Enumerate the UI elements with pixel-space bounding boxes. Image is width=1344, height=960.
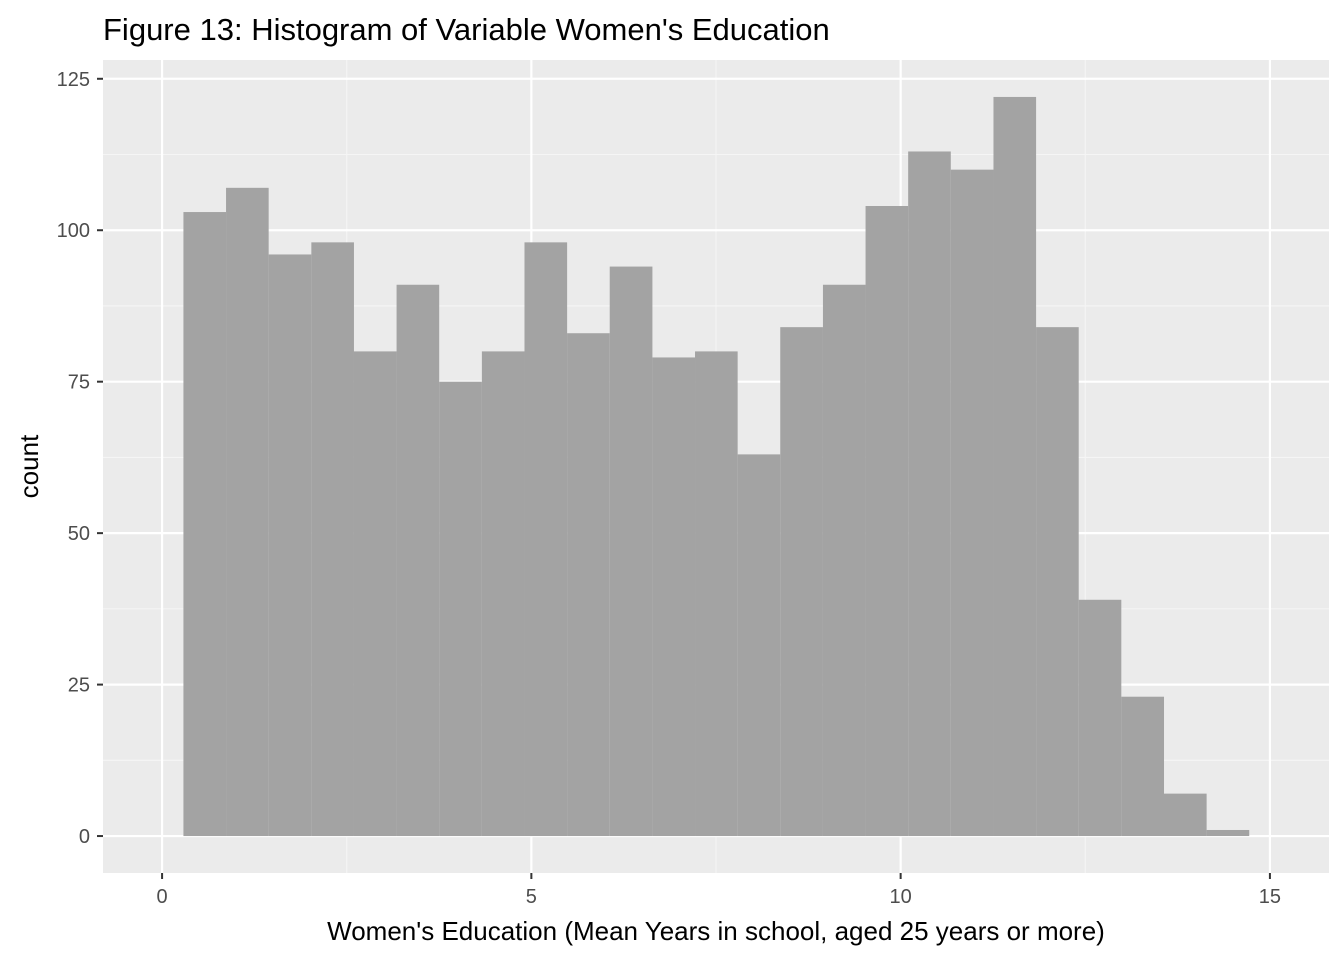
histogram-bar [1121,696,1165,837]
histogram-bar [268,254,312,837]
histogram-bar [311,242,354,837]
x-tick-label: 10 [890,886,912,908]
histogram-bar [652,357,696,837]
histogram-bar [439,381,482,837]
histogram-bar [950,169,994,837]
histogram-bar [609,266,653,837]
histogram-bar [567,333,610,837]
y-tick-label: 50 [68,523,90,545]
histogram-bar [353,351,397,837]
histogram-bar [695,351,738,837]
y-tick-label: 100 [57,220,90,242]
y-axis-label: count [14,434,44,498]
histogram-bar [780,327,823,837]
histogram-bar [183,212,227,837]
histogram-bar [1206,829,1250,837]
x-axis: 0 5 10 15 [157,873,1281,908]
histogram-bars [183,96,1250,837]
y-axis: 0 25 50 75 100 125 [57,69,103,848]
histogram-bar [737,454,781,837]
x-tick-label: 5 [526,886,537,908]
histogram-bar [481,351,525,837]
histogram-bar [908,151,951,837]
y-tick-label: 75 [68,372,90,394]
histogram-bar [865,206,909,837]
histogram-bar [524,242,568,837]
x-tick-label: 15 [1259,886,1281,908]
chart-title: Figure 13: Histogram of Variable Women's… [103,12,830,47]
y-tick-label: 0 [79,826,90,848]
histogram-bar [993,96,1037,837]
histogram-bar [822,284,866,837]
histogram-bar [1164,793,1207,837]
y-tick-label: 25 [68,675,90,697]
histogram-bar [226,187,269,837]
x-axis-label: Women's Education (Mean Years in school,… [327,916,1105,946]
histogram-bar [396,284,440,837]
y-tick-label: 125 [57,69,90,91]
histogram-bar [1078,599,1122,837]
x-tick-label: 0 [157,886,168,908]
histogram-bar [1036,327,1079,837]
